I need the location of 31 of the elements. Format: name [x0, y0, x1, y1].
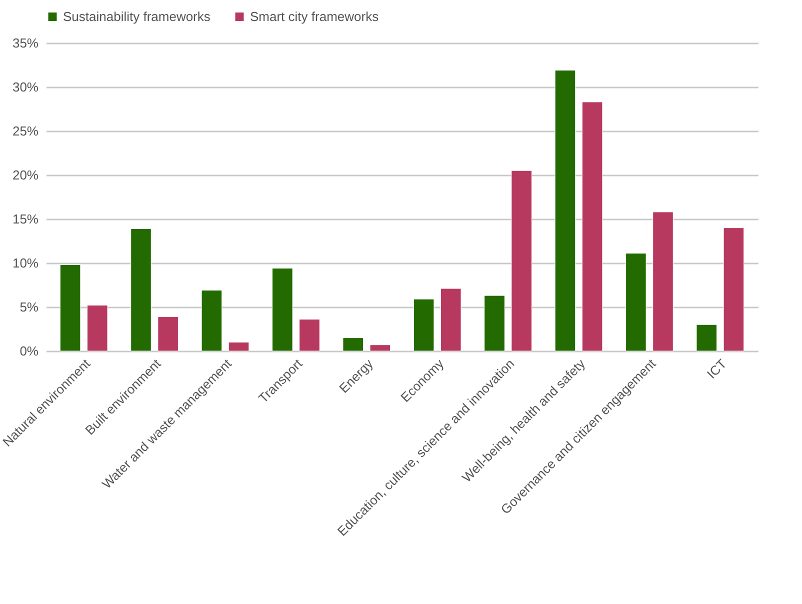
y-tick-label: 30%	[12, 80, 39, 94]
y-tick-label: 20%	[12, 168, 39, 182]
bar	[342, 338, 364, 352]
bar	[696, 324, 718, 352]
bar	[86, 304, 108, 352]
legend-label: Sustainability frameworks	[63, 8, 211, 24]
bar	[582, 102, 603, 352]
bar	[626, 253, 646, 352]
bar	[440, 288, 462, 352]
bar	[228, 342, 250, 352]
y-tick-label: 25%	[12, 124, 39, 138]
y-tick-label: 0%	[20, 344, 39, 358]
y-tick-label: 5%	[20, 300, 39, 314]
y-tick-label: 15%	[12, 212, 39, 226]
bar	[554, 70, 576, 352]
bar	[201, 290, 222, 352]
bar	[299, 319, 320, 352]
bar	[370, 344, 391, 352]
x-tick-label: ICT	[704, 356, 730, 382]
legend-label: Smart city frameworks	[250, 8, 380, 24]
bar	[60, 264, 81, 352]
bar	[484, 295, 505, 352]
bar	[511, 170, 532, 352]
bar	[158, 316, 178, 352]
y-tick-label: 35%	[12, 36, 39, 50]
bar	[723, 228, 744, 352]
y-tick-label: 10%	[12, 256, 39, 270]
bar	[272, 268, 293, 352]
bar	[130, 228, 152, 352]
bar	[413, 298, 434, 352]
bar	[652, 212, 674, 352]
